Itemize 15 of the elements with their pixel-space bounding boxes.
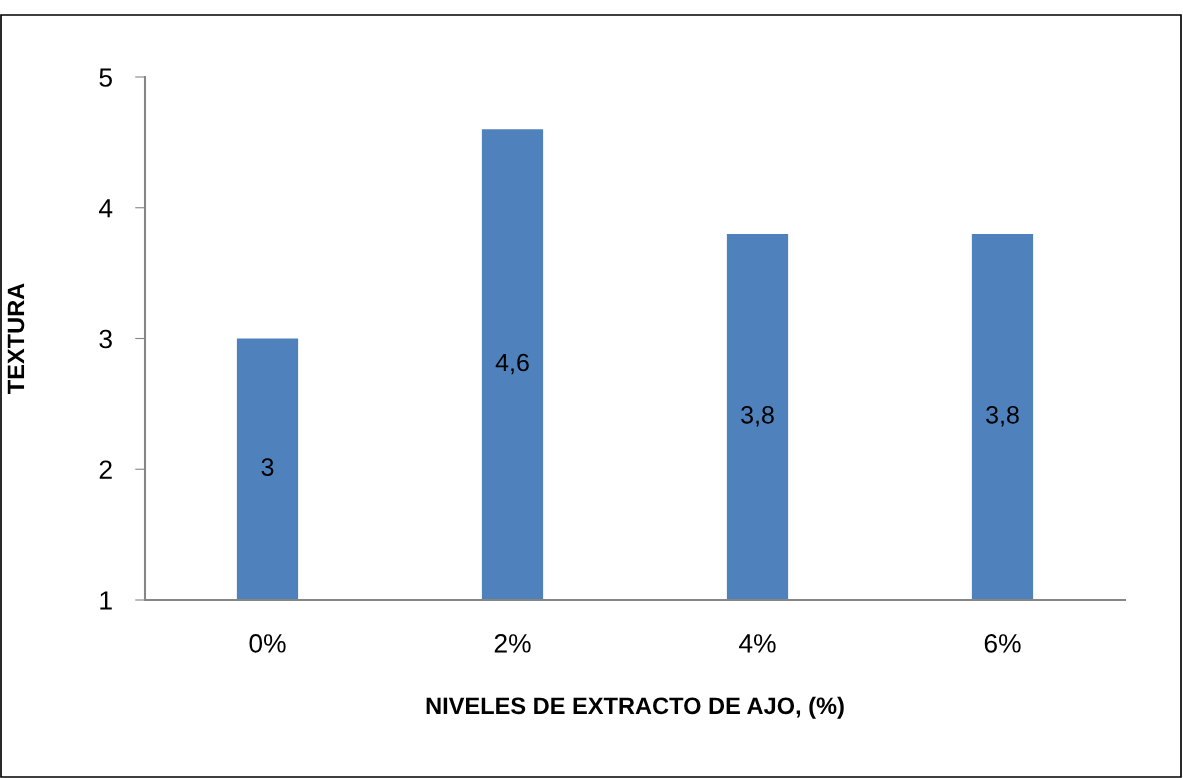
y-tick-label: 1 <box>100 591 112 610</box>
data-label: 3 <box>261 458 274 476</box>
data-label: 3,8 <box>986 405 1019 427</box>
y-axis-title: TEXTURA <box>7 283 25 394</box>
x-tick-label: 4% <box>739 634 776 653</box>
y-tick-label: 4 <box>98 199 113 218</box>
x-tick-label: 0% <box>249 634 286 653</box>
y-tick-label: 2 <box>99 460 112 479</box>
x-axis-title: NIVELES DE EXTRACTO DE AJO, (%) <box>426 696 844 719</box>
x-tick-label: 6% <box>984 634 1021 653</box>
data-label: 4,6 <box>495 353 529 375</box>
y-tick-label: 5 <box>99 68 112 87</box>
x-tick-label: 2% <box>494 634 531 653</box>
data-label: 3,8 <box>741 405 774 427</box>
y-tick-label: 3 <box>99 329 112 349</box>
